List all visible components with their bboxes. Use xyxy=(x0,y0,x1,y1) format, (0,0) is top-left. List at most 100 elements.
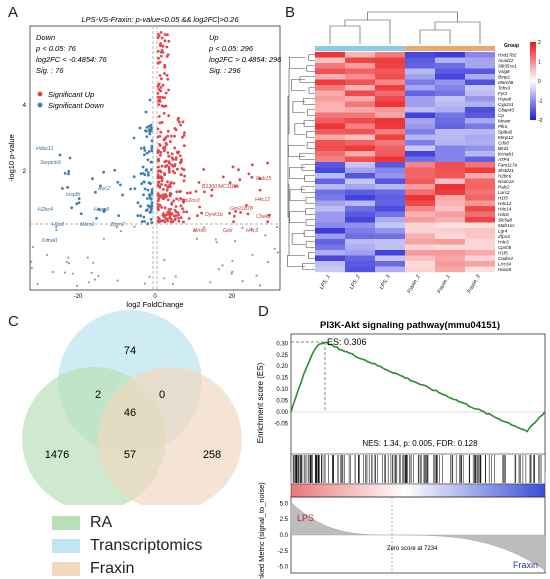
heatmap-cell xyxy=(465,85,495,91)
gene-label: ATP4 xyxy=(497,157,510,162)
group-cell xyxy=(315,46,345,51)
heatmap-cell xyxy=(405,129,435,135)
volcano-up-point xyxy=(172,181,176,185)
heatmap-cell xyxy=(405,90,435,97)
heatmap-cell xyxy=(345,90,375,97)
heatmap-cell xyxy=(465,112,495,119)
volcano-up-point xyxy=(168,213,172,216)
panel-label-b: B xyxy=(285,4,296,21)
heatmap-cell xyxy=(405,107,435,113)
legend-up-marker xyxy=(37,91,43,97)
heatmap-cell xyxy=(435,167,465,174)
volcano-up-point xyxy=(194,190,198,193)
heatmap-cell xyxy=(465,123,495,130)
heatmap-cell xyxy=(465,118,495,124)
volcano-up-point xyxy=(161,83,165,87)
down-gene-label: Kcnal1 xyxy=(42,238,58,244)
gene-label: Sh3d21 xyxy=(498,168,514,173)
heatmap-cell xyxy=(375,266,405,273)
volcano-frame xyxy=(29,25,281,291)
heatmap-cell xyxy=(375,90,405,97)
volcano-down-point xyxy=(148,132,152,136)
gene-label: Bmp1 xyxy=(498,74,510,79)
volcano-up-point xyxy=(266,161,269,165)
volcano-down-point xyxy=(142,146,146,150)
heatmap-cell xyxy=(315,118,345,124)
heatmap-cell xyxy=(405,178,435,185)
panel-label-a: A xyxy=(8,4,19,21)
gene-label: Mcam xyxy=(498,118,511,123)
heatmap-cell xyxy=(375,184,405,190)
volcano-ns-point xyxy=(193,229,196,232)
column-dendrogram xyxy=(329,11,481,44)
heatmap-cell xyxy=(345,222,375,229)
gene-label: Vsig8 xyxy=(498,69,510,74)
volcano-down-point xyxy=(136,214,140,218)
heatmap-cell xyxy=(345,151,375,157)
volcano-up-point xyxy=(160,206,164,209)
heatmap-cell xyxy=(465,178,495,185)
heatmap-cell xyxy=(465,233,495,240)
heatmap-cell xyxy=(375,167,405,174)
volcano-down-point xyxy=(150,192,154,196)
volcano-down-point xyxy=(149,168,153,172)
gene-label: Slc5a8 xyxy=(498,217,512,222)
heatmap-cell xyxy=(315,145,345,152)
es-ylabel: Enrichment score (ES) xyxy=(256,362,265,443)
volcano-ns-point xyxy=(51,270,54,274)
panel-label-d: D xyxy=(258,303,269,320)
heatmap-cell xyxy=(315,261,345,267)
heatmap-cell xyxy=(375,74,405,80)
heatmap-cell xyxy=(405,173,435,179)
heatmap-cell xyxy=(435,151,465,157)
heatmap-cell xyxy=(345,63,375,69)
volcano-up-point xyxy=(166,210,170,214)
volcano-down-point xyxy=(61,187,64,190)
heatmap-cell xyxy=(435,118,465,124)
heatmap-cell xyxy=(435,96,465,102)
volcano-down-point xyxy=(143,173,147,177)
heatmap-cell xyxy=(405,200,435,207)
heatmap-cell xyxy=(465,184,495,190)
volcano-down-point xyxy=(138,126,142,130)
volcano-down-point xyxy=(150,144,154,148)
volcano-up-point xyxy=(182,200,185,204)
heatmap-cell xyxy=(345,57,375,64)
up-gene-label: Gm21878 xyxy=(230,206,253,212)
volcano-up-point xyxy=(179,123,183,127)
heatmap-cell xyxy=(315,266,345,273)
volcano-up-point xyxy=(161,193,165,197)
heatmap-cell xyxy=(465,189,495,196)
volcano-ns-point xyxy=(231,270,234,273)
gene-label: Btnl1 xyxy=(498,146,509,151)
heatmap-cell xyxy=(405,250,435,256)
heatmap-cell xyxy=(345,250,375,256)
heatmap-cell xyxy=(405,222,435,229)
volcano-ns-point xyxy=(71,272,74,275)
ra-label: RA xyxy=(90,514,113,531)
volcano-ns-point xyxy=(102,237,105,240)
heatmap-cell xyxy=(375,173,405,179)
group-cell xyxy=(345,46,375,51)
heatmap-cell xyxy=(345,233,375,240)
volcano-up-point xyxy=(159,150,163,154)
volcano-down-point xyxy=(143,220,146,223)
volcano-up-point xyxy=(163,220,167,224)
down-line-4: Sig. : 76 xyxy=(36,66,64,75)
heatmap-cell xyxy=(405,74,435,80)
volcano-down-point xyxy=(149,126,153,130)
volcano-up-point xyxy=(161,96,164,99)
heatmap-legend-title: Group xyxy=(504,43,519,49)
volcano-down-point xyxy=(140,182,144,186)
volcano-up-point xyxy=(258,177,262,181)
gene-label: Hsd17b2 xyxy=(498,52,517,57)
group-cell xyxy=(405,46,435,51)
heatmap-cell xyxy=(375,68,405,75)
up-line-3: log2FC > 0.4854: 296 xyxy=(209,55,282,64)
heatmap-cell xyxy=(315,151,345,157)
volcano-up-point xyxy=(221,175,225,179)
volcano-down-point xyxy=(147,181,151,185)
heatmap-cell xyxy=(315,244,345,251)
heatmap-cell xyxy=(345,244,375,251)
volcano-up-point xyxy=(157,103,161,106)
